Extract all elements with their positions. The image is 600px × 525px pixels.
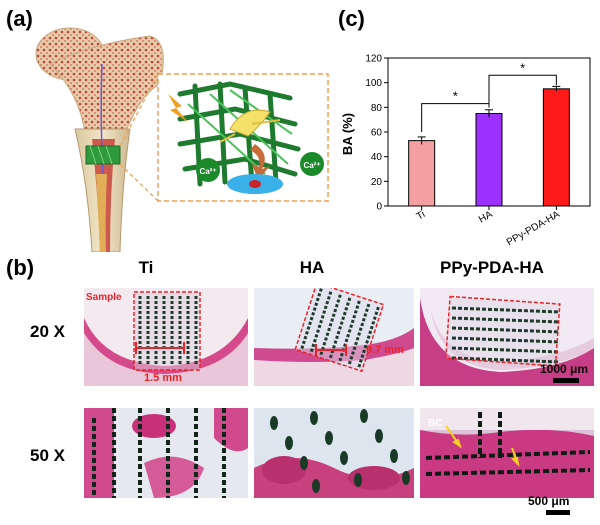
x-tick-label: PPy-PDA-HA — [505, 209, 562, 248]
histology-ha-50x — [254, 408, 414, 498]
row-header-20x: 20 X — [30, 322, 65, 341]
sample-label: Sample — [86, 292, 122, 303]
ha-measurement-label: 0.7 mm — [366, 344, 404, 356]
y-tick-label: 100 — [365, 78, 382, 89]
significance-star-2: * — [520, 60, 525, 75]
histology-ppy-50x: BC — [420, 408, 594, 498]
bar-ha — [475, 113, 503, 207]
chart-significance: ** — [421, 60, 557, 132]
bar-ppy-pda-ha — [542, 88, 570, 207]
chart-bars — [408, 85, 570, 207]
histology-ha-20x: 0.7 mm — [254, 288, 414, 386]
ion-label-left: Ca²⁺ — [199, 167, 216, 176]
x-tick-label: HA — [477, 209, 495, 226]
scale-label-bottom: 500 μm — [528, 494, 570, 508]
histology-ti-50x — [84, 408, 248, 498]
y-tick-label: 20 — [371, 177, 383, 188]
significance-bracket-ha-ppy — [488, 74, 557, 108]
histology-ti-20x: Sample 1.5 mm — [84, 288, 248, 386]
bar-ti — [408, 140, 436, 207]
panel-label-c: (c) — [338, 6, 365, 31]
y-tick-label: 40 — [371, 152, 383, 163]
significance-star-1: * — [453, 89, 458, 104]
histology-ppy-20x: 1000 μm — [420, 288, 594, 386]
panel-label-a: (a) — [6, 6, 33, 31]
y-tick-label: 60 — [371, 128, 383, 139]
column-header-ti: Ti — [138, 258, 154, 277]
panel-label-b: (b) — [6, 255, 35, 280]
ti-measurement-label: 1.5 mm — [144, 372, 182, 384]
x-tick-label: Ti — [415, 209, 427, 223]
scale-bar-bottom — [546, 510, 570, 515]
y-tick-label: 120 — [365, 54, 382, 65]
bc-label: BC — [428, 418, 443, 429]
scale-label-top: 1000 μm — [540, 362, 589, 376]
ion-label-right: Ca²⁺ — [303, 161, 320, 170]
column-header-ppy: PPy-PDA-HA — [440, 258, 544, 277]
column-header-ha: HA — [299, 258, 325, 277]
y-tick-label: 0 — [376, 202, 382, 213]
y-tick-label: 80 — [371, 103, 383, 114]
chart-ylabel: BA (%) — [340, 113, 355, 155]
femur-illustration: Ca²⁺ Ca²⁺ — [35, 27, 329, 252]
row-header-50x: 50 X — [30, 446, 65, 465]
